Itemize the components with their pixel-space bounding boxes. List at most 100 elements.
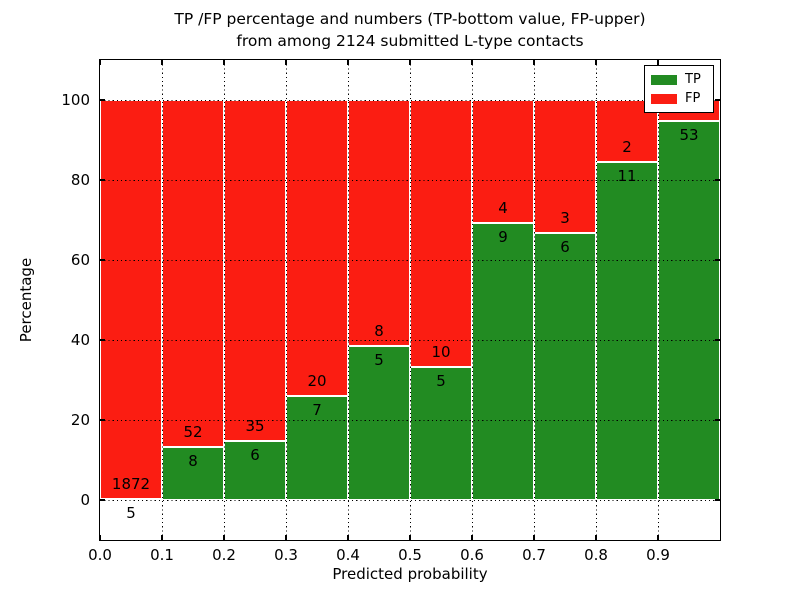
tp-bar: [286, 396, 348, 500]
x-tick-bottom: [99, 535, 101, 540]
x-tick-bottom: [285, 535, 287, 540]
x-tick-bottom: [409, 535, 411, 540]
fp-count-label: 4: [498, 199, 508, 218]
plot-area: 1872 5 52 8 35 6 20 7 8 5 10 5 4 9 3 6 2 11 53 TP FP: [99, 59, 721, 541]
vertical-gridline: [472, 60, 473, 540]
fp-bar: [224, 100, 286, 442]
fp-bar: [162, 100, 224, 447]
x-tick-bottom: [657, 535, 659, 540]
vertical-gridline: [348, 60, 349, 540]
x-tick-label: 0.0: [88, 546, 112, 564]
x-tick-label: 0.2: [212, 546, 236, 564]
tp-bar: [224, 441, 286, 500]
x-tick-bottom: [595, 535, 597, 540]
tp-bar: [658, 121, 720, 500]
y-tick-left: [100, 99, 105, 101]
tp-count-label: 53: [679, 126, 699, 145]
tp-count-label: 5: [374, 351, 384, 370]
fp-count-label: 35: [245, 417, 265, 436]
y-tick-right: [715, 99, 720, 101]
y-tick-right: [715, 259, 720, 261]
tp-count-label: 9: [498, 228, 508, 247]
x-tick-label: 0.3: [274, 546, 298, 564]
vertical-gridline: [596, 60, 597, 540]
tp-count-label: 5: [436, 371, 446, 390]
y-tick-label: 60: [70, 251, 90, 269]
y-tick-left: [100, 179, 105, 181]
legend-item-fp: FP: [651, 89, 707, 108]
x-tick-top: [161, 60, 163, 65]
x-tick-bottom: [533, 535, 535, 540]
x-tick-label: 0.8: [584, 546, 608, 564]
legend-label-tp: TP: [685, 72, 701, 87]
x-tick-top: [347, 60, 349, 65]
legend-label-fp: FP: [685, 91, 701, 106]
y-tick-right: [715, 499, 720, 501]
y-tick-left: [100, 419, 105, 421]
x-axis-label: Predicted probability: [332, 565, 488, 583]
x-tick-top: [223, 60, 225, 65]
tp-bar: [596, 161, 658, 500]
x-tick-label: 0.4: [336, 546, 360, 564]
x-tick-top: [285, 60, 287, 65]
y-tick-label: 100: [61, 91, 90, 109]
x-tick-top: [471, 60, 473, 65]
y-tick-label: 0: [80, 491, 90, 509]
fp-count-label: 3: [560, 209, 570, 228]
tp-bar: [162, 446, 224, 500]
tp-bar: [472, 223, 534, 500]
fp-count-label: 10: [431, 342, 451, 361]
y-tick-right: [715, 339, 720, 341]
legend: TP FP: [644, 65, 714, 113]
y-tick-right: [715, 419, 720, 421]
fp-bar: [348, 100, 410, 347]
x-tick-label: 0.6: [460, 546, 484, 564]
chart-title-line1: TP /FP percentage and numbers (TP-bottom…: [174, 10, 646, 28]
x-tick-top: [99, 60, 101, 65]
x-tick-bottom: [161, 535, 163, 540]
y-tick-left: [100, 339, 105, 341]
y-tick-label: 20: [70, 411, 90, 429]
y-tick-label: 40: [70, 331, 90, 349]
tp-count-label: 6: [560, 238, 570, 257]
x-tick-top: [409, 60, 411, 65]
fp-bar: [100, 100, 162, 499]
y-tick-right: [715, 179, 720, 181]
fp-count-label: 1872: [111, 474, 151, 493]
x-tick-bottom: [471, 535, 473, 540]
x-tick-label: 0.1: [150, 546, 174, 564]
chart-title: TP /FP percentage and numbers (TP-bottom…: [100, 8, 720, 52]
fp-bar: [410, 100, 472, 367]
x-tick-bottom: [223, 535, 225, 540]
legend-item-tp: TP: [651, 70, 707, 89]
fp-count-label: 2: [622, 137, 632, 156]
tp-bar: [348, 346, 410, 500]
vertical-gridline: [534, 60, 535, 540]
tp-bar: [534, 233, 596, 500]
chart-title-line2: from among 2124 submitted L-type contact…: [236, 32, 584, 50]
x-tick-label: 0.7: [522, 546, 546, 564]
vertical-gridline: [224, 60, 225, 540]
y-tick-label: 80: [70, 171, 90, 189]
y-tick-left: [100, 499, 105, 501]
vertical-gridline: [162, 60, 163, 540]
x-tick-bottom: [347, 535, 349, 540]
tp-swatch: [651, 74, 677, 85]
fp-bar: [286, 100, 348, 397]
fp-count-label: 52: [183, 422, 203, 441]
tp-count-label: 6: [250, 446, 260, 465]
fp-count-label: 8: [374, 322, 384, 341]
x-tick-top: [533, 60, 535, 65]
vertical-gridline: [286, 60, 287, 540]
vertical-gridline: [658, 60, 659, 540]
x-tick-label: 0.9: [646, 546, 670, 564]
x-tick-top: [657, 60, 659, 65]
fp-count-label: 20: [307, 372, 327, 391]
tp-count-label: 5: [126, 503, 136, 522]
tp-count-label: 7: [312, 401, 322, 420]
fp-swatch: [651, 93, 677, 104]
y-tick-left: [100, 259, 105, 261]
x-tick-top: [595, 60, 597, 65]
vertical-gridline: [410, 60, 411, 540]
